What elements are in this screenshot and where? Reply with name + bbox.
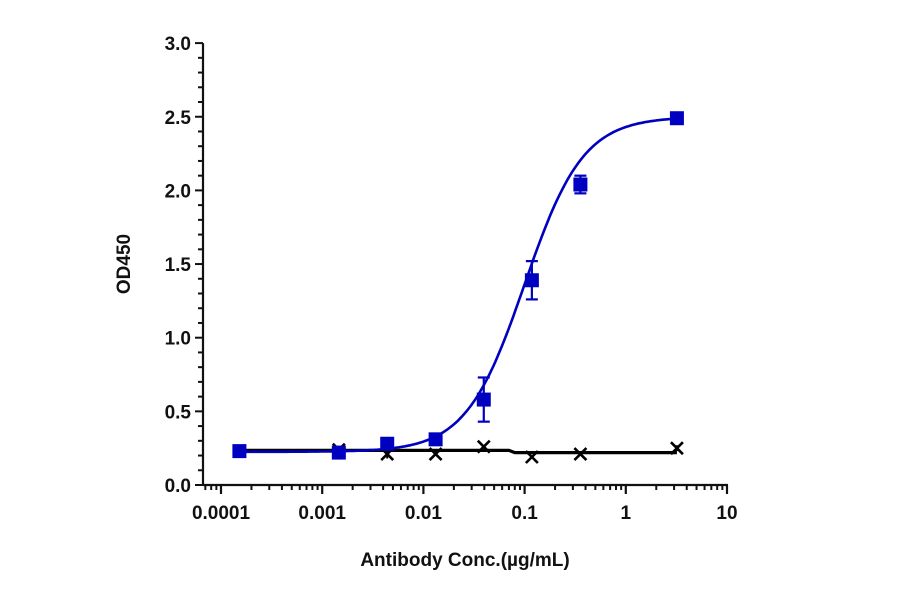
antibody-point xyxy=(669,111,684,126)
x-tick-label: 0.0001 xyxy=(192,503,251,524)
antibody-point xyxy=(476,376,491,423)
square-marker xyxy=(380,436,395,451)
x-tick-label: 0.001 xyxy=(298,503,346,524)
x-tick-label: 0.01 xyxy=(405,503,442,524)
y-tick-label: 0.0 xyxy=(165,476,191,497)
y-axis-title: OD450 xyxy=(114,234,135,294)
series-antibody xyxy=(232,111,684,460)
y-tick-label: 3.0 xyxy=(165,34,191,55)
control-point xyxy=(573,447,588,461)
y-tick-label: 0.5 xyxy=(165,402,192,423)
square-marker xyxy=(573,177,588,192)
antibody-point xyxy=(232,444,247,459)
antibody-point xyxy=(331,445,346,460)
square-marker xyxy=(331,445,346,460)
x-axis-title: Antibody Conc.(µg/mL) xyxy=(360,550,569,571)
square-marker xyxy=(669,111,684,126)
x-tick-label: 0.1 xyxy=(511,503,538,524)
series-layer xyxy=(232,111,684,464)
control-point xyxy=(428,447,443,461)
y-axis: 0.0 0.5 1.0 1.5 2.0 2.5 3.0 xyxy=(165,34,205,497)
x-tick-label: 10 xyxy=(716,503,737,524)
antibody-point xyxy=(380,436,395,451)
antibody-point xyxy=(428,432,443,447)
control-point xyxy=(476,439,491,454)
antibody-point xyxy=(573,174,588,195)
y-tick-label: 1.0 xyxy=(165,329,191,350)
antibody-fit-curve xyxy=(239,117,677,454)
control-point xyxy=(670,441,684,456)
x-axis: 0.0001 0.001 0.01 0.1 1 10 xyxy=(192,483,738,524)
square-marker xyxy=(428,432,443,447)
y-tick-label: 1.5 xyxy=(165,255,192,276)
y-tick-label: 2.0 xyxy=(165,181,191,202)
control-point xyxy=(524,450,539,464)
square-marker xyxy=(524,273,539,288)
square-marker xyxy=(232,444,247,459)
square-marker xyxy=(476,392,491,407)
antibody-point xyxy=(524,260,539,301)
y-tick-label: 2.5 xyxy=(165,108,192,129)
x-tick-label: 1 xyxy=(621,503,632,524)
